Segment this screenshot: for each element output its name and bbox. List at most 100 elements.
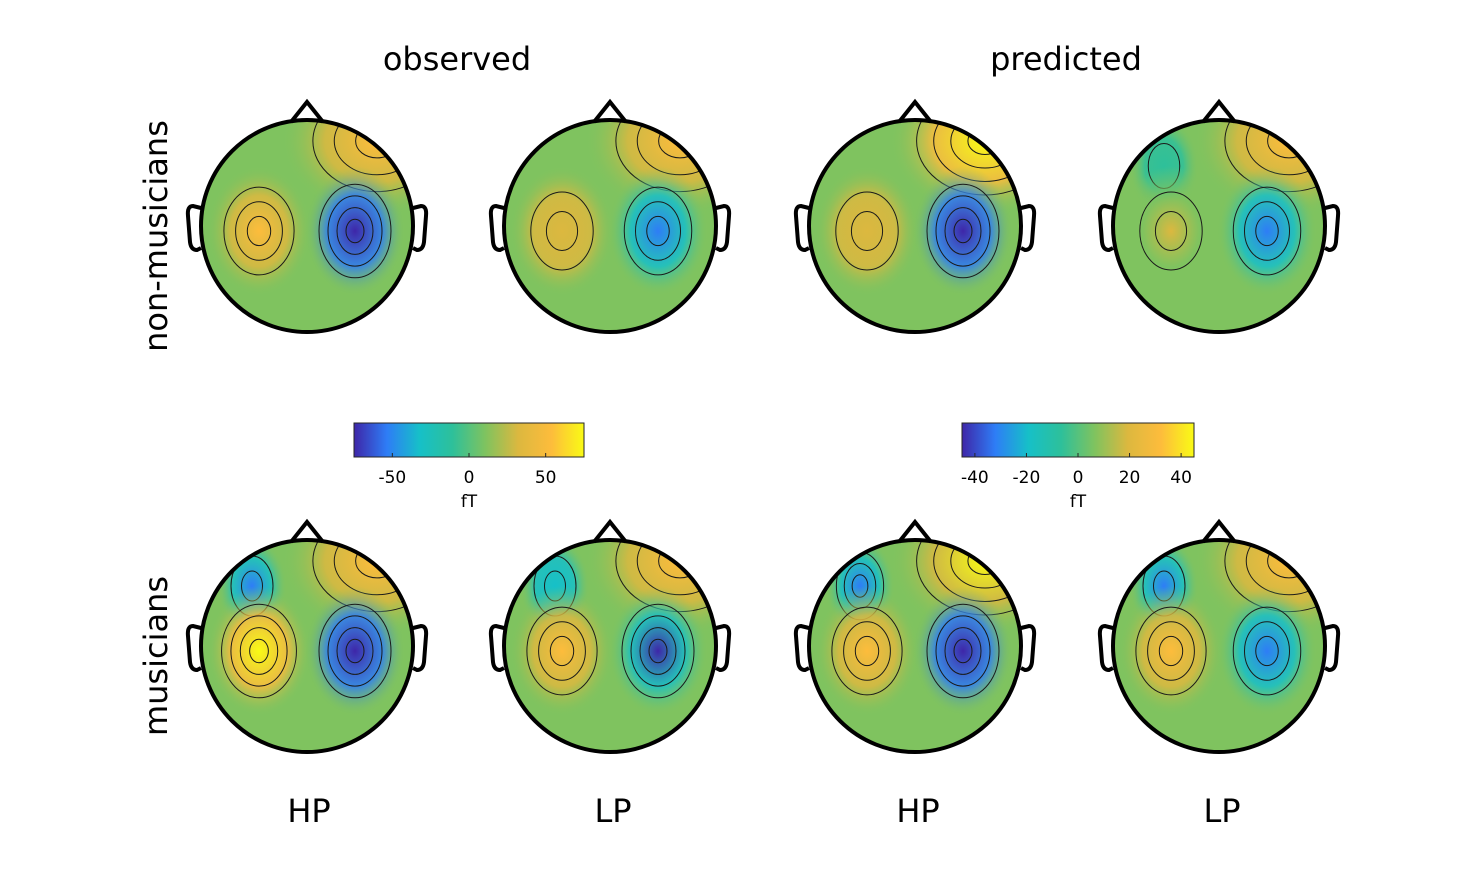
field-map: [201, 120, 413, 332]
colorbar-observed-gradient: [353, 422, 585, 458]
contour-line: [944, 207, 982, 255]
head-outline: [1111, 538, 1327, 754]
colorbar-predicted-unit: fT: [1070, 492, 1087, 512]
contour-line: [1147, 621, 1195, 681]
condition-label-hp-observed: HP: [287, 792, 330, 830]
right-ear-icon: [1020, 203, 1037, 253]
contour-line: [935, 615, 991, 687]
nose-icon: [592, 98, 628, 124]
right-ear-icon: [1324, 623, 1341, 673]
contour-line: [327, 195, 383, 267]
colorbar-predicted-gradient: [961, 422, 1195, 458]
field-map: [504, 120, 716, 332]
contour-line: [953, 638, 973, 664]
contour-line: [621, 603, 695, 699]
nose-icon: [1201, 98, 1237, 124]
colorbar-tick-label: -40: [961, 468, 989, 488]
topomap-grid: [185, 98, 1341, 754]
right-ear-icon: [412, 203, 429, 253]
contour-line: [1232, 606, 1302, 696]
field-map: [201, 540, 413, 752]
contour-line: [648, 638, 668, 664]
nose-icon: [289, 518, 325, 544]
nose-icon: [1201, 518, 1237, 544]
topomap-musicians-predicted-hp: [793, 518, 1037, 754]
right-ear-icon: [715, 623, 732, 673]
contour-line: [926, 603, 1000, 699]
right-temporal-source: [913, 586, 1013, 716]
topomap-musicians-observed-hp: [185, 518, 429, 754]
contour-line: [639, 627, 677, 675]
field-map: [1113, 540, 1325, 752]
field-map: [809, 540, 1021, 752]
contour-line: [1255, 635, 1279, 667]
contour-line: [1232, 186, 1302, 276]
right-temporal-source: [305, 166, 405, 296]
contour-line: [336, 207, 374, 255]
head-outline: [199, 538, 415, 754]
topomap-musicians-predicted-lp: [1097, 518, 1341, 754]
contour-line: [1154, 211, 1188, 251]
left-temporal-source: [1119, 586, 1223, 716]
contour-line: [835, 191, 899, 271]
contour-line: [230, 615, 288, 687]
nose-icon: [289, 98, 325, 124]
right-ear-icon: [1324, 203, 1341, 253]
left-ear-icon: [793, 203, 810, 253]
right-temporal-source: [1217, 166, 1317, 296]
left-temporal-source: [207, 586, 311, 716]
contour-line: [623, 186, 693, 276]
field-map: [1113, 120, 1325, 332]
left-ear-icon: [185, 203, 202, 253]
contour-line: [1135, 606, 1207, 696]
field-map: [504, 540, 716, 752]
contour-line: [635, 201, 681, 261]
condition-label-hp-predicted: HP: [896, 792, 939, 830]
head-outline: [502, 538, 718, 754]
right-ear-icon: [1020, 623, 1037, 673]
left-temporal-source: [510, 586, 614, 716]
row-label-musicians: musicians: [137, 576, 175, 736]
nose-icon: [592, 518, 628, 544]
left-temporal-source: [815, 586, 919, 716]
contour-line: [549, 635, 575, 667]
right-temporal-source: [305, 586, 405, 716]
contour-line: [953, 218, 973, 244]
nose-icon: [897, 98, 933, 124]
contour-line: [926, 183, 1000, 279]
contour-line: [831, 606, 903, 696]
contour-line: [1139, 191, 1203, 271]
contour-line: [526, 606, 598, 696]
contour-line: [239, 627, 279, 675]
contour-line: [318, 603, 392, 699]
condition-label-lp-predicted: LP: [1203, 792, 1240, 830]
contour-line: [646, 215, 670, 247]
right-ear-icon: [412, 623, 429, 673]
head-outline: [807, 538, 1023, 754]
head-outline: [1111, 118, 1327, 334]
contour-line: [345, 218, 365, 244]
left-ear-icon: [488, 623, 505, 673]
right-temporal-source: [608, 586, 708, 716]
column-title-observed: observed: [383, 40, 531, 78]
field-map: [809, 120, 1021, 332]
colorbar-tick-label: -20: [1013, 468, 1041, 488]
contour-line: [336, 627, 374, 675]
colorbar-observed-unit: fT: [461, 492, 478, 512]
right-temporal-source: [1217, 586, 1317, 716]
contour-line: [235, 201, 283, 261]
contour-line: [345, 638, 365, 664]
colorbar-predicted: fT -40 -20 0 20 40: [961, 422, 1195, 512]
topomap-non-musicians-observed-hp: [185, 98, 429, 334]
contour-line: [545, 211, 579, 251]
left-temporal-source: [207, 166, 311, 296]
topomap-non-musicians-predicted-lp: [1097, 98, 1341, 334]
right-ear-icon: [715, 203, 732, 253]
left-ear-icon: [1097, 203, 1114, 253]
head-outline: [199, 118, 415, 334]
contour-line: [944, 627, 982, 675]
head-outline: [502, 118, 718, 334]
left-ear-icon: [793, 623, 810, 673]
colorbar-tick-label: 0: [1073, 468, 1084, 488]
contour-line: [1255, 215, 1279, 247]
